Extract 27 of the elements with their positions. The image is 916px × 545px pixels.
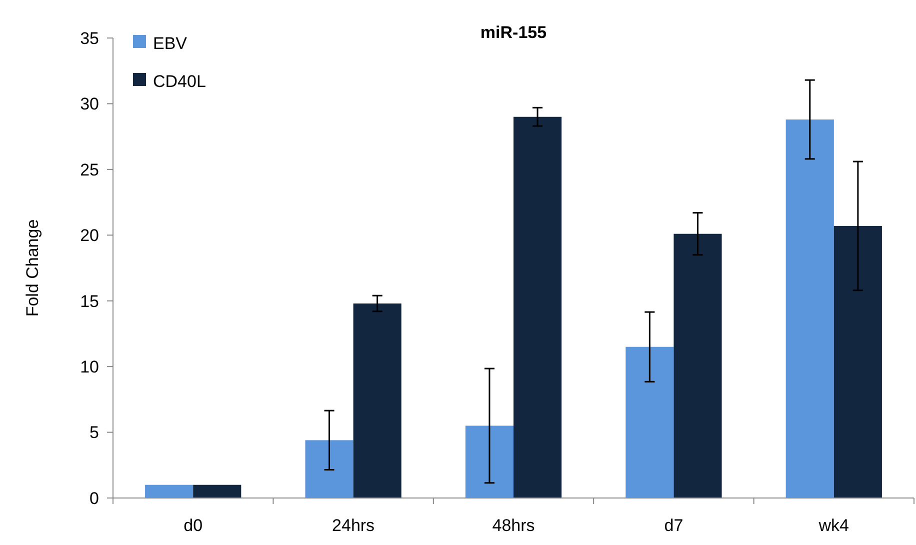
- legend-label: CD40L: [153, 72, 206, 91]
- x-tick-label: 48hrs: [492, 516, 535, 535]
- bar: [514, 116, 562, 498]
- bar: [465, 426, 514, 498]
- x-tick-label: 24hrs: [332, 516, 375, 535]
- bar: [305, 440, 354, 498]
- y-tick-label: 5: [90, 423, 99, 442]
- bar: [193, 484, 242, 498]
- y-tick-label: 0: [90, 488, 99, 508]
- bar: [674, 234, 722, 498]
- bar: [786, 119, 834, 498]
- y-axis-title: Fold Change: [23, 219, 42, 317]
- y-tick-label: 20: [80, 226, 99, 246]
- bar: [353, 303, 402, 498]
- bar: [834, 226, 882, 498]
- chart-title: miR-155: [480, 23, 547, 42]
- x-tick-label: d7: [664, 516, 684, 535]
- x-tick-label: d0: [184, 516, 203, 535]
- legend-label: EBV: [153, 34, 188, 53]
- x-tick-label: wk4: [818, 516, 850, 535]
- y-tick-label: 30: [80, 94, 99, 114]
- y-tick-label: 35: [80, 28, 99, 48]
- y-tick-label: 25: [80, 160, 99, 180]
- bar: [626, 346, 674, 498]
- y-tick-label: 10: [80, 358, 99, 377]
- y-tick-label: 15: [80, 292, 99, 311]
- bar: [145, 484, 194, 498]
